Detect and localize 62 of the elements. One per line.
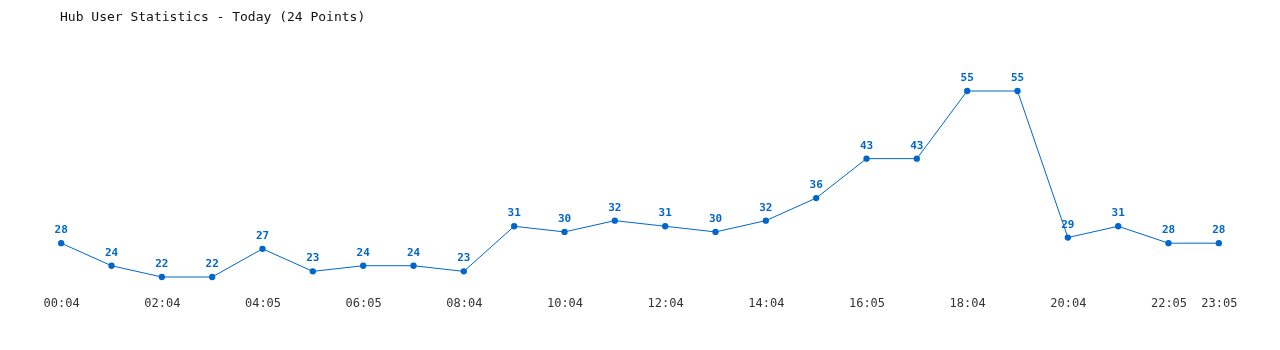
point — [1115, 223, 1122, 230]
data-label: 30 — [557, 211, 572, 225]
point — [209, 273, 216, 281]
x-tick-label: 23:05 — [1201, 295, 1238, 310]
point — [309, 268, 316, 275]
data-label: 22 — [205, 257, 219, 270]
point — [410, 262, 417, 269]
data-label: 55 — [960, 71, 974, 84]
point — [813, 194, 820, 202]
data-label: 24 — [104, 245, 119, 259]
point — [863, 155, 870, 162]
data-label: 32 — [759, 200, 773, 214]
x-tick-label: 14:04 — [748, 295, 785, 310]
data-label: 43 — [859, 138, 874, 152]
x-tick-label: 12:04 — [647, 295, 684, 310]
point — [360, 262, 367, 269]
data-label: 30 — [708, 211, 723, 225]
point — [1165, 240, 1172, 247]
x-tick-label: 18:04 — [949, 295, 986, 310]
x-tick-label: 06:05 — [345, 295, 382, 310]
x-tick-label: 20:04 — [1050, 295, 1087, 310]
point — [1215, 240, 1222, 247]
data-label: 31 — [658, 206, 673, 220]
point — [561, 228, 568, 236]
x-tick-label: 02:04 — [144, 295, 181, 310]
data-label: 28 — [54, 223, 68, 237]
data-label: 23 — [306, 251, 320, 265]
data-label: 55 — [1010, 71, 1025, 84]
point — [58, 240, 65, 247]
x-tick-label: 08:04 — [446, 295, 483, 310]
point — [460, 268, 467, 275]
x-tick-label: 00:04 — [43, 295, 80, 310]
x-tick-label: 22:05 — [1150, 295, 1188, 310]
point — [662, 223, 669, 230]
x-tick-label: 04:05 — [244, 295, 282, 310]
point — [913, 155, 920, 162]
point — [611, 217, 618, 224]
data-label: 27 — [255, 228, 270, 242]
point — [158, 273, 165, 281]
point — [964, 87, 971, 95]
data-label: 29 — [1061, 217, 1075, 231]
chart-title: Hub User Statistics - Today (24 Points) — [60, 9, 366, 24]
point — [511, 223, 518, 230]
data-label: 43 — [910, 138, 924, 152]
data-label: 23 — [457, 251, 471, 265]
data-label: 32 — [608, 200, 622, 214]
data-label: 24 — [356, 245, 371, 259]
data-label: 22 — [155, 257, 169, 270]
data-label: 31 — [1111, 206, 1126, 220]
x-tick-label: 16:05 — [848, 295, 886, 310]
data-label: 31 — [507, 206, 522, 220]
data-label: 24 — [406, 245, 421, 259]
point — [712, 228, 719, 236]
x-tick-label: 10:04 — [546, 295, 584, 310]
point — [259, 245, 266, 252]
point — [108, 262, 115, 269]
point — [1014, 87, 1021, 95]
point — [762, 217, 769, 224]
data-label: 28 — [1161, 223, 1176, 237]
data-label: 28 — [1212, 223, 1226, 237]
point — [1064, 234, 1071, 241]
data-label: 36 — [809, 178, 824, 192]
